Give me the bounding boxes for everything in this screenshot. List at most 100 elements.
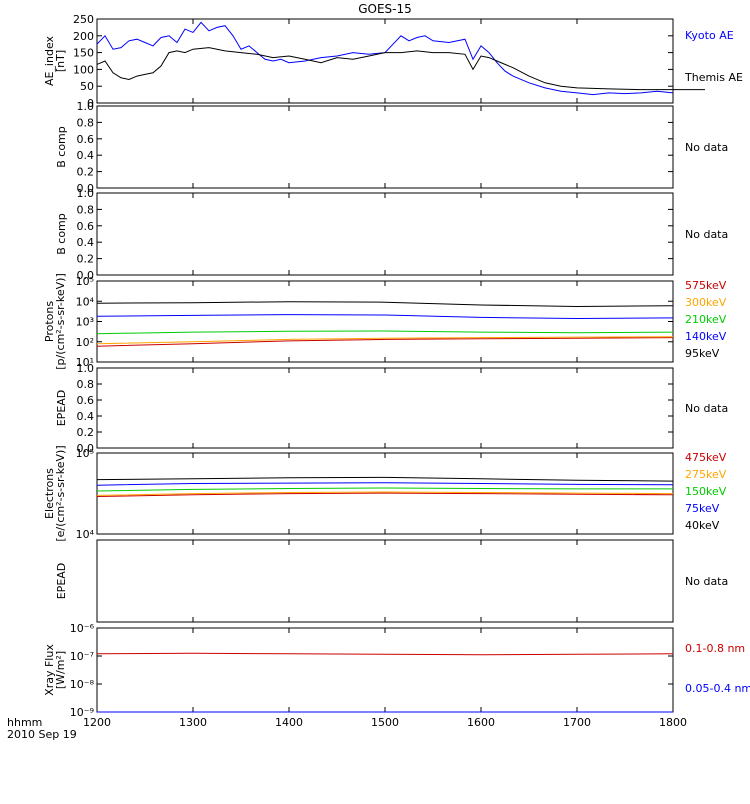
xtick-label-0: 1200 (83, 716, 111, 729)
series-protons-3 (96, 314, 674, 320)
legend-protons-1: 300keV (685, 296, 727, 309)
no-data-epead1: No data (685, 402, 728, 415)
legend-protons-2: 210keV (685, 313, 727, 326)
series-protons-2 (96, 330, 674, 335)
ytick-label-ae-5: 250 (73, 13, 94, 26)
legend-electrons-2: 150keV (685, 485, 727, 498)
panel-electrons: 10⁴ 10⁵ Electrons[e/(cm²-s-sr-keV)] 475keV 2… (43, 445, 727, 541)
ylabel-bcomp2-0: B comp (55, 213, 68, 255)
series-electrons-1 (96, 491, 674, 496)
ytick-label-bcomp1-1: 0.2 (77, 166, 95, 179)
series-protons-0 (96, 337, 674, 347)
xtick-label-6: 1800 (659, 716, 687, 729)
series-electrons-2 (96, 487, 673, 492)
no-data-bcomp1: No data (685, 141, 728, 154)
plot-title: GOES-15 (358, 2, 412, 16)
panel-protons: 10¹ 10² 10³ 10⁴ 10⁵ Protons[p/(cm²-s-sr-keV)]… (43, 273, 727, 370)
ylabel-ae-0: AE_index (43, 35, 56, 86)
ylabel-epead2-0: EPEAD (55, 563, 68, 600)
ylabel-electrons-1: [e/(cm²-s-sr-keV)] (54, 445, 67, 541)
ylabel-protons-0: Protons (43, 301, 56, 342)
ytick-label-xray-0: 10⁻⁹ (70, 706, 94, 719)
ytick-label-bcomp1-0: 0.0 (77, 182, 95, 195)
ytick-label-protons-3: 10⁴ (76, 295, 95, 308)
xtick-label-2: 1400 (275, 716, 303, 729)
ytick-label-bcomp1-2: 0.4 (77, 149, 95, 162)
ytick-label-ae-3: 150 (73, 47, 94, 60)
ytick-label-bcomp1-5: 1.0 (77, 100, 95, 113)
ytick-label-epead1-4: 0.8 (77, 378, 95, 391)
series-xray-0 (96, 652, 674, 656)
series-ae-0 (96, 21, 674, 96)
panel-xray: 10⁻⁹ 10⁻⁸ 10⁻⁷ 10⁻⁶ Xray Flux[W/m²] 0.1-0.8 n… (43, 622, 750, 719)
panel-ae: 0 50 100 150 200 250 AE_index[nT] Kyoto AE Themi… (43, 13, 743, 110)
panel-bcomp2: 0.0 0.2 0.4 0.6 0.8 1.0 B comp No data (55, 187, 728, 282)
ytick-label-ae-1: 50 (80, 80, 94, 93)
no-data-bcomp2: No data (685, 228, 728, 241)
panel-frame-bcomp1 (96, 105, 674, 189)
ylabel-electrons-0: Electrons (43, 468, 56, 519)
ytick-label-bcomp2-1: 0.2 (77, 253, 95, 266)
panel-epead2: EPEAD No data (55, 539, 728, 623)
panels: 0 50 100 150 200 250 AE_index[nT] Kyoto AE Themi… (43, 13, 750, 729)
legend-xray-0: 0.1-0.8 nm (685, 642, 745, 655)
ytick-label-ae-0: 0 (87, 97, 94, 110)
panel-frame-xray (96, 627, 674, 713)
ylabel-xray-0: Xray Flux (43, 644, 56, 696)
xtick-label-5: 1700 (563, 716, 591, 729)
legend-electrons-1: 275keV (685, 468, 727, 481)
ytick-label-epead1-0: 0.0 (77, 442, 95, 455)
ytick-label-protons-2: 10³ (76, 316, 94, 329)
series-ae-1 (96, 47, 705, 91)
ytick-label-xray-3: 10⁻⁶ (70, 622, 95, 635)
ytick-label-ae-4: 200 (73, 30, 94, 43)
series-electrons-3 (96, 482, 674, 486)
ytick-label-protons-0: 10¹ (76, 356, 94, 369)
ytick-label-bcomp2-2: 0.4 (77, 236, 95, 249)
ytick-label-bcomp1-4: 0.8 (77, 116, 95, 129)
panel-epead1: 0.0 0.2 0.4 0.6 0.8 1.0 EPEAD No data (55, 362, 728, 455)
ylabel-xray-1: [W/m²] (54, 651, 67, 689)
ytick-label-epead1-2: 0.4 (77, 410, 95, 423)
panel-frame-bcomp2 (96, 192, 674, 276)
ytick-label-bcomp2-4: 0.8 (77, 203, 95, 216)
series-electrons-0 (96, 492, 674, 497)
ytick-label-xray-1: 10⁻⁸ (70, 678, 95, 691)
xtick-label-1: 1300 (179, 716, 207, 729)
series-protons-4 (96, 301, 674, 308)
ylabel-ae-1: [nT] (54, 50, 67, 72)
legend-electrons-3: 75keV (685, 502, 720, 515)
ytick-label-xray-2: 10⁻⁷ (70, 650, 94, 663)
xtick-label-4: 1600 (467, 716, 495, 729)
ytick-label-protons-1: 10² (76, 336, 94, 349)
ylabel-bcomp1-0: B comp (55, 126, 68, 168)
legend-electrons-0: 475keV (685, 451, 727, 464)
legend-protons-0: 575keV (685, 279, 727, 292)
ytick-label-epead1-1: 0.2 (77, 426, 95, 439)
legend-xray-1: 0.05-0.4 nm (685, 682, 750, 695)
series-electrons-4 (96, 476, 674, 482)
ytick-label-electrons-0: 10⁴ (76, 528, 95, 541)
legend-ae-0: Kyoto AE (685, 29, 734, 42)
ytick-label-bcomp2-3: 0.6 (77, 220, 95, 233)
ytick-label-epead1-3: 0.6 (77, 394, 95, 407)
ytick-label-electrons-1: 10⁵ (76, 447, 94, 460)
legend-ae-1: Themis AE (684, 71, 743, 84)
ytick-label-protons-4: 10⁵ (76, 275, 94, 288)
legend-protons-4: 95keV (685, 347, 720, 360)
xtick-label-3: 1500 (371, 716, 399, 729)
ytick-label-bcomp2-5: 1.0 (77, 187, 95, 200)
series-protons-1 (96, 336, 674, 345)
legend-electrons-4: 40keV (685, 519, 720, 532)
panel-frame-epead2 (96, 539, 674, 623)
ylabel-protons-1: [p/(cm²-s-sr-keV)] (54, 273, 67, 370)
panel-bcomp1: 0.0 0.2 0.4 0.6 0.8 1.0 B comp No data (55, 100, 728, 195)
ytick-label-bcomp1-3: 0.6 (77, 133, 95, 146)
ytick-label-epead1-5: 1.0 (77, 362, 95, 375)
panel-frame-protons (96, 280, 674, 363)
ylabel-epead1-0: EPEAD (55, 390, 68, 427)
no-data-epead2: No data (685, 575, 728, 588)
panel-frame-epead1 (96, 367, 674, 449)
